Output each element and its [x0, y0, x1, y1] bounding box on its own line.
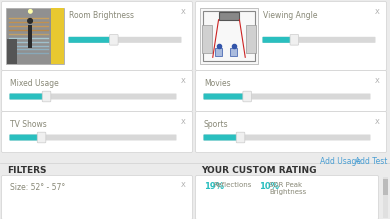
FancyBboxPatch shape	[2, 175, 193, 219]
Circle shape	[28, 19, 32, 23]
Text: Size: 52° - 57°: Size: 52° - 57°	[10, 183, 65, 192]
FancyBboxPatch shape	[204, 94, 370, 99]
FancyBboxPatch shape	[195, 2, 386, 71]
Bar	[383, 179, 388, 195]
FancyBboxPatch shape	[9, 94, 47, 99]
Bar	[215, 48, 222, 56]
FancyBboxPatch shape	[2, 71, 193, 111]
FancyBboxPatch shape	[195, 71, 386, 111]
Text: FILTERS: FILTERS	[7, 166, 46, 175]
Text: Brightness: Brightness	[269, 189, 306, 195]
FancyBboxPatch shape	[262, 37, 376, 43]
FancyBboxPatch shape	[42, 91, 51, 102]
FancyBboxPatch shape	[195, 111, 386, 152]
Bar	[28, 25, 32, 48]
FancyBboxPatch shape	[204, 94, 248, 99]
FancyBboxPatch shape	[9, 134, 42, 141]
Bar	[246, 25, 256, 53]
Bar	[218, 12, 239, 20]
Bar	[51, 8, 64, 64]
FancyBboxPatch shape	[262, 37, 295, 43]
Bar	[7, 39, 17, 64]
Text: Add Test: Add Test	[355, 157, 387, 166]
Text: Room Brightness: Room Brightness	[69, 11, 134, 20]
Text: Movies: Movies	[204, 79, 230, 88]
FancyBboxPatch shape	[69, 37, 114, 43]
Text: Sports: Sports	[204, 120, 229, 129]
FancyBboxPatch shape	[204, 134, 370, 141]
FancyBboxPatch shape	[37, 132, 46, 143]
Text: TV Shows: TV Shows	[10, 120, 47, 129]
Text: X: X	[375, 119, 380, 125]
FancyBboxPatch shape	[204, 134, 241, 141]
FancyBboxPatch shape	[110, 35, 118, 45]
FancyBboxPatch shape	[2, 2, 193, 71]
Bar	[230, 48, 237, 56]
Text: 10%: 10%	[259, 182, 279, 191]
Text: X: X	[375, 9, 380, 15]
Bar	[383, 177, 388, 218]
Text: X: X	[181, 119, 186, 125]
FancyBboxPatch shape	[290, 35, 299, 45]
FancyBboxPatch shape	[69, 37, 181, 43]
Text: YOUR CUSTOM RATING: YOUR CUSTOM RATING	[201, 166, 317, 175]
Text: Viewing Angle: Viewing Angle	[263, 11, 317, 20]
Text: Add Usage: Add Usage	[320, 157, 361, 166]
Circle shape	[28, 10, 32, 13]
Text: X: X	[181, 182, 186, 188]
FancyBboxPatch shape	[243, 91, 252, 102]
Text: Reflections: Reflections	[213, 182, 252, 188]
FancyBboxPatch shape	[2, 111, 193, 152]
FancyBboxPatch shape	[195, 175, 379, 219]
FancyBboxPatch shape	[9, 134, 177, 141]
Text: Mixed Usage: Mixed Usage	[10, 79, 59, 88]
Text: X: X	[375, 78, 380, 84]
FancyBboxPatch shape	[236, 132, 245, 143]
Text: X: X	[181, 78, 186, 84]
FancyBboxPatch shape	[9, 94, 177, 99]
Bar	[202, 25, 212, 53]
Bar	[203, 11, 255, 61]
Bar	[6, 8, 64, 64]
Text: 19%: 19%	[204, 182, 224, 191]
Text: SDR Peak: SDR Peak	[269, 182, 302, 188]
Bar	[200, 8, 258, 64]
Text: X: X	[181, 9, 186, 15]
